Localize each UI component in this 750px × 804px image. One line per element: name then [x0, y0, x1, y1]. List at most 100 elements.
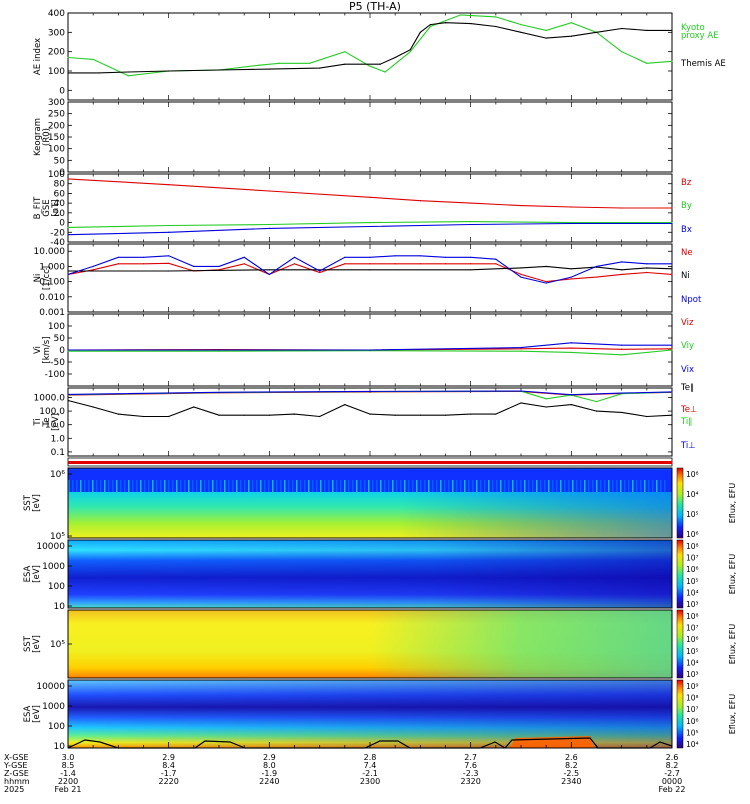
time-row-value: 2.9	[162, 753, 175, 762]
point-ae	[258, 64, 260, 66]
sst-ion-stripe	[176, 480, 178, 492]
sst-ion-stripe	[616, 480, 618, 492]
colorbar-tick-esa_ion: 10³	[686, 600, 699, 609]
point-density	[293, 263, 296, 265]
colorbar-label-sst_ion: Eflux, EFU	[728, 483, 737, 524]
sst-ion-stripe	[200, 480, 202, 492]
sst-ion-stripe	[284, 480, 286, 492]
point-bfield	[470, 202, 472, 204]
time-row-value: 2.9	[263, 753, 276, 762]
point-velocity	[570, 351, 572, 353]
point-density	[243, 256, 245, 258]
status-bar-red	[68, 461, 672, 464]
ytick-label-density: 0.010	[39, 293, 65, 303]
point-density	[394, 255, 396, 257]
point-velocity	[218, 350, 220, 352]
point-density	[142, 256, 145, 258]
point-density	[168, 262, 170, 264]
time-row-value: -2.7	[664, 769, 680, 778]
sst-ion-stripe	[600, 480, 602, 492]
sst-ion-stripe	[536, 480, 538, 492]
sst-ion-stripe	[248, 480, 250, 492]
point-ae	[520, 31, 522, 33]
point-bfield	[67, 234, 69, 236]
ylabel-density: Ni	[33, 274, 43, 283]
sst-ion-stripe	[220, 480, 222, 492]
point-density	[444, 263, 447, 265]
point-bfield	[671, 221, 673, 224]
ylabel-bfield: GSE	[42, 199, 52, 216]
point-temperature	[646, 415, 648, 418]
legend-label-temperature: Ti∥	[680, 417, 693, 427]
sst-ion-stripe	[444, 480, 446, 492]
colorbar-tick-sst_ion: 10⁶	[686, 530, 699, 539]
sst-ion-stripe	[320, 480, 322, 492]
panel-velocity: -100 -50 0 50 100 Vi [km/s] Viz Viy Vix	[33, 313, 694, 387]
point-temperature	[595, 410, 598, 412]
point-density	[92, 265, 94, 268]
sst-ion-stripe	[488, 480, 490, 492]
ylabel-keogram: Keogram	[33, 118, 43, 156]
point-density	[621, 269, 623, 271]
sst-ion-stripe	[628, 480, 630, 492]
sst-ion-stripe	[464, 480, 466, 492]
sst-ion-stripe	[432, 480, 434, 492]
point-ae	[92, 58, 94, 61]
point-ae	[470, 23, 472, 25]
sst-ion-stripe	[448, 480, 450, 492]
sst-ion-stripe	[312, 480, 314, 492]
point-density	[520, 273, 522, 275]
point-bfield	[369, 196, 371, 198]
point-density	[67, 270, 69, 272]
sst-ion-stripe	[556, 480, 558, 492]
point-temperature	[520, 390, 522, 392]
sst-ion-stripe	[480, 480, 482, 492]
point-ae	[671, 60, 673, 62]
time-axis: X-GSEY-GSEZ-GSEhhmm20253.08.5-1.42200Feb…	[3, 742, 685, 794]
sst-ion-stripe	[404, 480, 406, 492]
time-row-label: X-GSE	[4, 753, 29, 762]
point-velocity	[621, 354, 623, 356]
heatmap-ytick-label-esa_elec: 10000	[36, 682, 65, 692]
sst-ion-stripe	[308, 480, 310, 492]
point-temperature	[570, 404, 572, 406]
ytick-label-bfield: 60	[54, 189, 66, 199]
point-density	[470, 256, 472, 258]
point-density	[117, 263, 119, 265]
sst-ion-stripe	[576, 480, 578, 492]
point-ae	[621, 51, 623, 53]
sst-ion-stripe	[412, 480, 414, 492]
colorbar-tick-esa_elec: 10⁹	[686, 682, 699, 691]
colorbar-2	[676, 539, 684, 609]
sst-ion-stripe	[184, 480, 186, 492]
heatmap-ylabel-esa_ion: ESA	[23, 565, 33, 582]
ytick-label-velocity: -50	[50, 358, 65, 368]
time-row-value: -2.1	[362, 769, 378, 778]
sst-ion-stripe	[620, 480, 622, 492]
colorbar-1	[676, 467, 684, 539]
sst-ion-stripe	[244, 480, 246, 492]
point-density	[570, 268, 572, 270]
ytick-label-ae: 0	[59, 86, 65, 96]
sst-ion-stripe	[580, 480, 582, 492]
sst-ion-stripe	[520, 480, 522, 492]
colorbar-label-esa_elec: Eflux, EFU	[728, 694, 737, 735]
ytick-label-keogram: 50	[54, 156, 66, 166]
sst-ion-stripe	[608, 480, 610, 492]
point-density	[545, 265, 547, 268]
sst-ion-stripe	[376, 480, 378, 492]
sst-ion-stripe	[156, 480, 158, 492]
sst-ion-stripe	[612, 480, 614, 492]
point-velocity	[67, 350, 69, 352]
point-density	[671, 273, 673, 275]
sst-ion-stripe	[588, 480, 590, 492]
time-row-value: 2.8	[364, 753, 377, 762]
sst-ion-stripe	[100, 480, 102, 492]
point-density	[646, 271, 648, 274]
sst-ion-stripe	[116, 480, 118, 492]
ylabel-velocity: [km/s]	[42, 336, 52, 363]
ytick-label-ae: 200	[48, 48, 65, 58]
